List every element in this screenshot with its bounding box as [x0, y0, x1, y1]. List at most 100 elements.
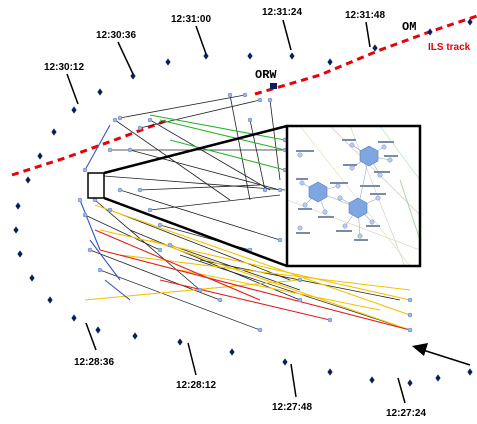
graph-edge	[169, 139, 286, 171]
graph-node	[127, 147, 133, 153]
graph-nodes	[77, 92, 413, 333]
om-label: OM	[402, 20, 416, 34]
graph-node	[197, 287, 203, 293]
track-dot	[177, 338, 183, 346]
graph-edge	[89, 239, 121, 281]
time-label-12-31-48: 12:31:48	[345, 10, 385, 21]
graph-node	[87, 247, 93, 253]
graph-node	[297, 277, 303, 283]
graph-node	[107, 147, 113, 153]
track-dot	[130, 72, 136, 80]
ils-track	[11, 14, 477, 177]
graph-edge	[159, 119, 286, 151]
track-dot	[372, 44, 378, 52]
graph-edge	[269, 99, 281, 181]
graph-node	[157, 247, 163, 253]
graph-node	[147, 207, 153, 213]
graph-edge	[84, 214, 161, 251]
time-label-12-27-48: 12:27:48	[272, 402, 312, 413]
graph-edge	[119, 94, 246, 119]
graph-node	[147, 117, 153, 123]
graph-node	[327, 317, 333, 323]
graph-node	[117, 187, 123, 193]
graph-edge	[84, 279, 301, 301]
track-dot	[427, 28, 433, 36]
time-label-12-30-36: 12:30:36	[96, 30, 136, 41]
graph-node	[157, 222, 163, 228]
graph-edge	[84, 124, 111, 171]
track-dot	[132, 332, 138, 340]
graph-edge	[104, 279, 131, 301]
graph-node	[97, 267, 103, 273]
flight-track-dots	[13, 18, 473, 387]
track-dot	[327, 58, 333, 66]
zoom-projection	[87, 124, 288, 268]
track-dot	[17, 250, 23, 258]
orw-label: ORW	[255, 68, 277, 82]
graph-edge	[103, 175, 286, 191]
graph-node	[257, 327, 263, 333]
graph-node	[117, 115, 123, 121]
graph-node	[407, 327, 413, 333]
graph-edge	[229, 94, 251, 201]
graph-edge	[119, 189, 281, 241]
time-label-12-28-12: 12:28:12	[176, 380, 216, 391]
time-label-12-31-00: 12:31:00	[171, 14, 211, 25]
ils-track-label: ILS track	[428, 42, 471, 53]
graph-node	[137, 187, 143, 193]
track-dot	[37, 152, 43, 160]
graph-node	[277, 187, 283, 193]
graph-edge	[249, 119, 266, 191]
graph-edge	[139, 184, 261, 191]
graph-node	[82, 167, 88, 173]
graph-edge	[114, 119, 231, 201]
graph-edge	[169, 244, 301, 291]
track-dot	[203, 52, 209, 60]
graph-node	[407, 312, 413, 318]
time-label-12-27-24: 12:27:24	[386, 408, 426, 419]
graph-edge	[139, 99, 261, 129]
graph-node	[112, 117, 118, 123]
graph-edge	[149, 119, 271, 191]
track-dot	[47, 296, 53, 304]
track-dot	[29, 274, 35, 282]
graph-node	[82, 212, 88, 218]
graph-node	[262, 187, 268, 193]
track-dot	[97, 88, 103, 96]
graph-edge	[179, 269, 381, 311]
graph-edge	[129, 149, 281, 191]
selection-box	[87, 172, 105, 199]
graph-edge	[79, 199, 101, 251]
graph-node	[277, 237, 283, 243]
graph-node	[267, 97, 273, 103]
graph-edge	[159, 279, 331, 321]
track-dot	[15, 202, 21, 210]
graph-node	[217, 297, 223, 303]
graph-edge	[149, 194, 281, 211]
track-dot	[407, 379, 413, 387]
graph-node	[107, 207, 113, 213]
track-dot	[247, 52, 253, 60]
graph-node	[257, 97, 263, 103]
arrow-pointer-icon	[412, 343, 471, 366]
track-dot	[369, 376, 375, 384]
graph-edge	[149, 239, 411, 331]
graph-node	[247, 117, 253, 123]
graph-edge	[94, 204, 411, 316]
graph-node	[167, 242, 173, 248]
track-dot	[467, 18, 473, 26]
graph-node	[77, 197, 83, 203]
graph-edge	[99, 249, 411, 331]
graph-edge	[149, 114, 286, 141]
graph-node	[227, 92, 233, 98]
track-dot	[13, 226, 19, 234]
orw-marker: ORW	[255, 68, 277, 89]
graph-node	[407, 297, 413, 303]
graph-node	[297, 297, 303, 303]
time-label-12-30-12: 12:30:12	[44, 62, 84, 73]
time-labels: 12:31:00 12:31:24 12:31:48 12:30:36 12:3…	[44, 7, 426, 419]
time-label-12-28-36: 12:28:36	[74, 357, 114, 368]
track-dot	[282, 358, 288, 366]
track-dot	[435, 374, 441, 382]
